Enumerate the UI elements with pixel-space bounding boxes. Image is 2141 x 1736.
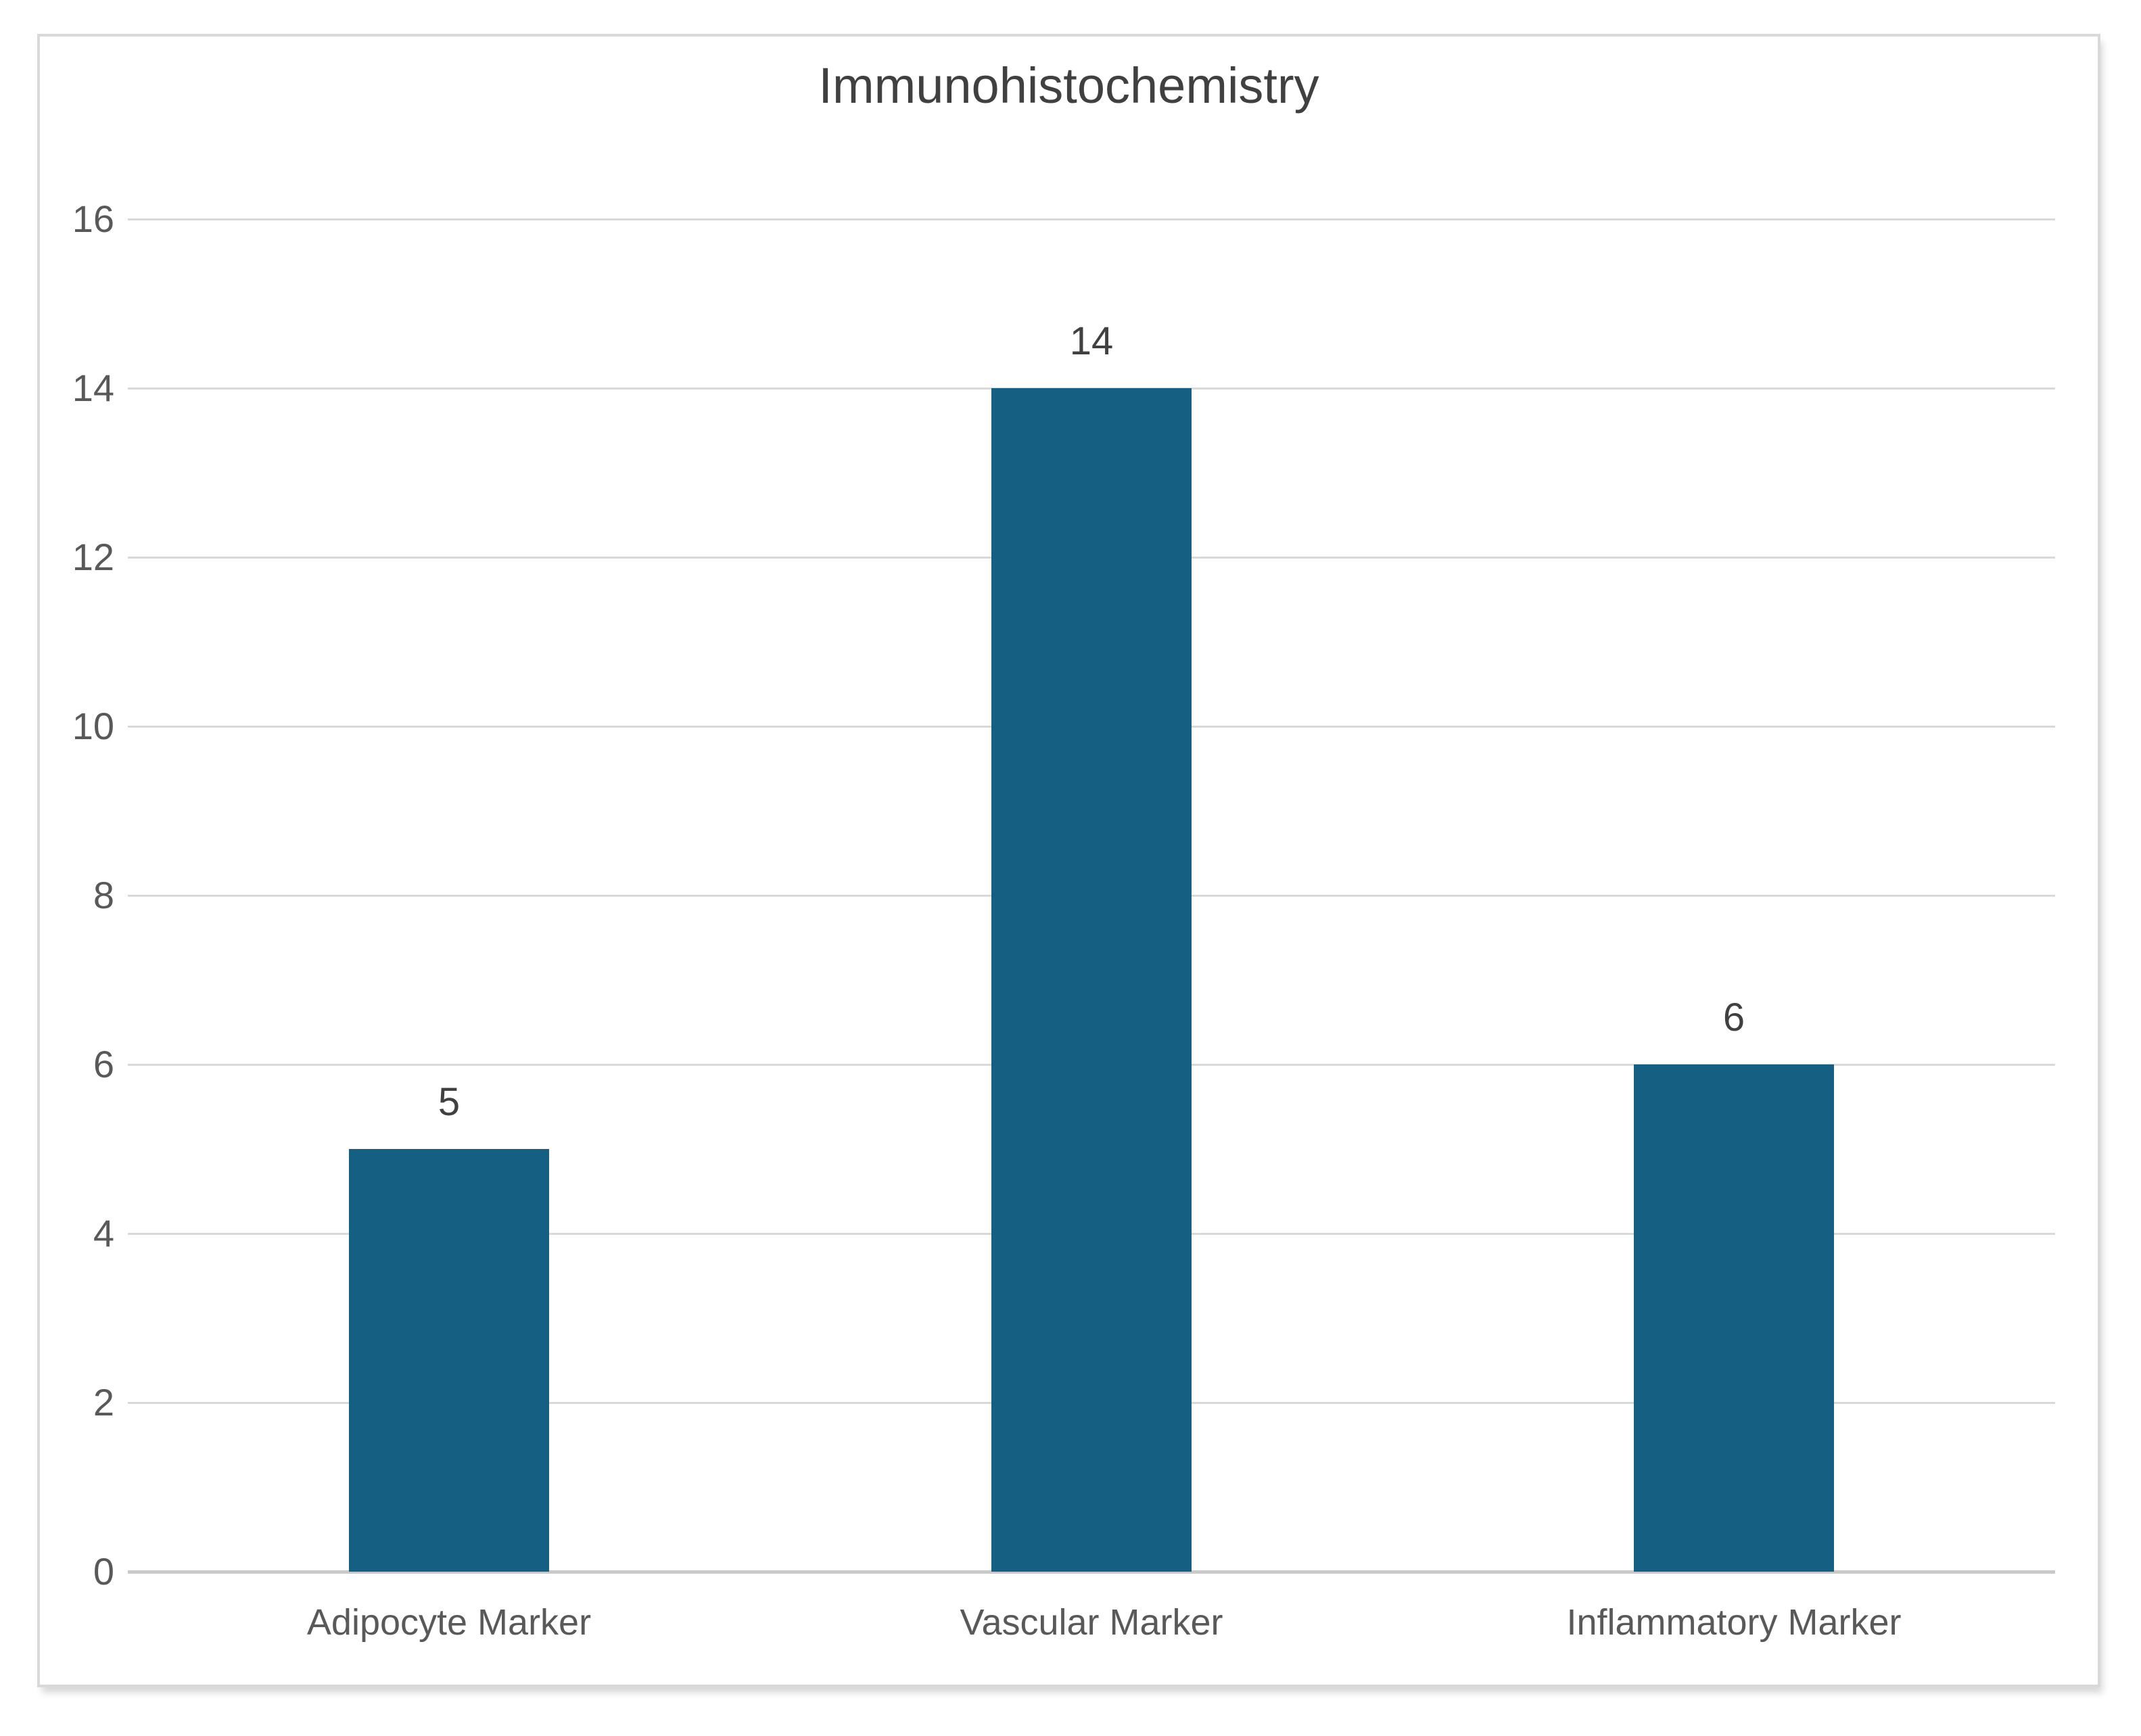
y-tick-label: 4 <box>93 1212 114 1254</box>
y-tick-label: 12 <box>72 536 114 578</box>
x-category-label: Inflammatory Marker <box>1566 1602 1902 1643</box>
y-tick-label: 8 <box>93 874 114 916</box>
bar-value-label: 6 <box>1722 995 1745 1039</box>
y-tick-label: 16 <box>72 197 114 240</box>
bar <box>349 1149 549 1572</box>
x-axis-line <box>128 1570 2055 1574</box>
gridline <box>128 218 2055 220</box>
y-tick-label: 6 <box>93 1043 114 1085</box>
bar-value-label: 5 <box>438 1080 461 1124</box>
bar <box>991 388 1192 1572</box>
bar <box>1634 1064 1834 1572</box>
y-tick-label: 10 <box>72 705 114 747</box>
bar-value-label: 14 <box>1069 319 1114 363</box>
x-category-label: Adipocyte Marker <box>306 1602 592 1643</box>
chart-title: Immunohistochemistry <box>818 57 1319 114</box>
y-tick-label: 14 <box>72 367 114 409</box>
x-category-label: Vascular Marker <box>960 1602 1223 1643</box>
bar-chart: Immunohistochemistry 0 2 4 6 8 10 12 14 16 5 14 6 … <box>37 34 2100 1687</box>
y-tick-label: 0 <box>93 1550 114 1593</box>
y-tick-label: 2 <box>93 1381 114 1424</box>
